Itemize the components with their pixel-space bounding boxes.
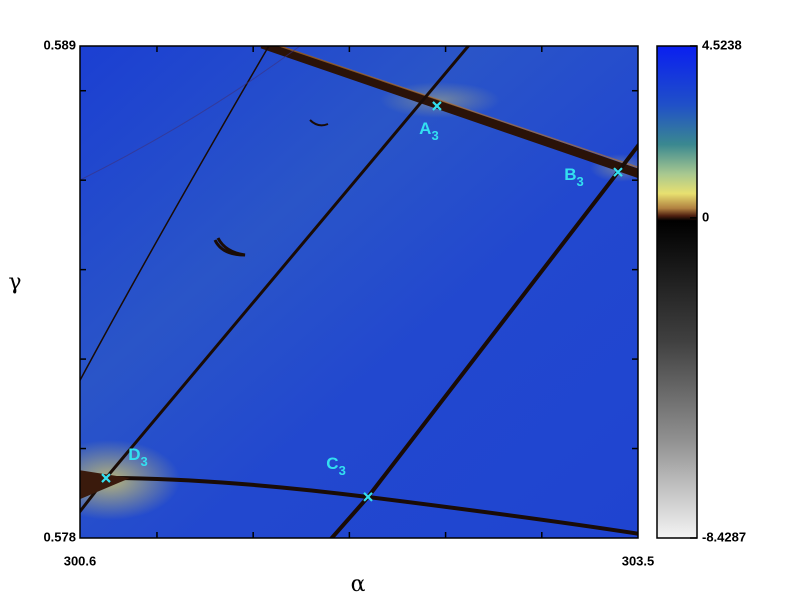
point-label: B3 xyxy=(564,165,584,189)
colorbar-tick-label: 4.5238 xyxy=(702,37,742,52)
colorbar xyxy=(656,45,698,539)
plot-frame xyxy=(79,45,639,539)
point-label: A3 xyxy=(419,119,439,143)
x-tick-label: 300.6 xyxy=(64,553,97,568)
y-axis-label: γ xyxy=(8,270,21,295)
x-axis-label: α xyxy=(351,572,366,597)
point-label: D3 xyxy=(128,445,148,469)
x-tick-label: 303.5 xyxy=(622,553,655,568)
colorbar-tick-label: -8.4287 xyxy=(702,529,746,544)
point-marker xyxy=(613,167,623,177)
point-label: C3 xyxy=(326,454,346,478)
y-tick-label: 0.589 xyxy=(43,37,76,52)
y-tick-label: 0.578 xyxy=(43,529,76,544)
point-marker xyxy=(101,473,111,483)
point-marker xyxy=(363,492,373,502)
point-marker xyxy=(432,101,442,111)
colorbar-tick-label: 0 xyxy=(702,209,709,224)
